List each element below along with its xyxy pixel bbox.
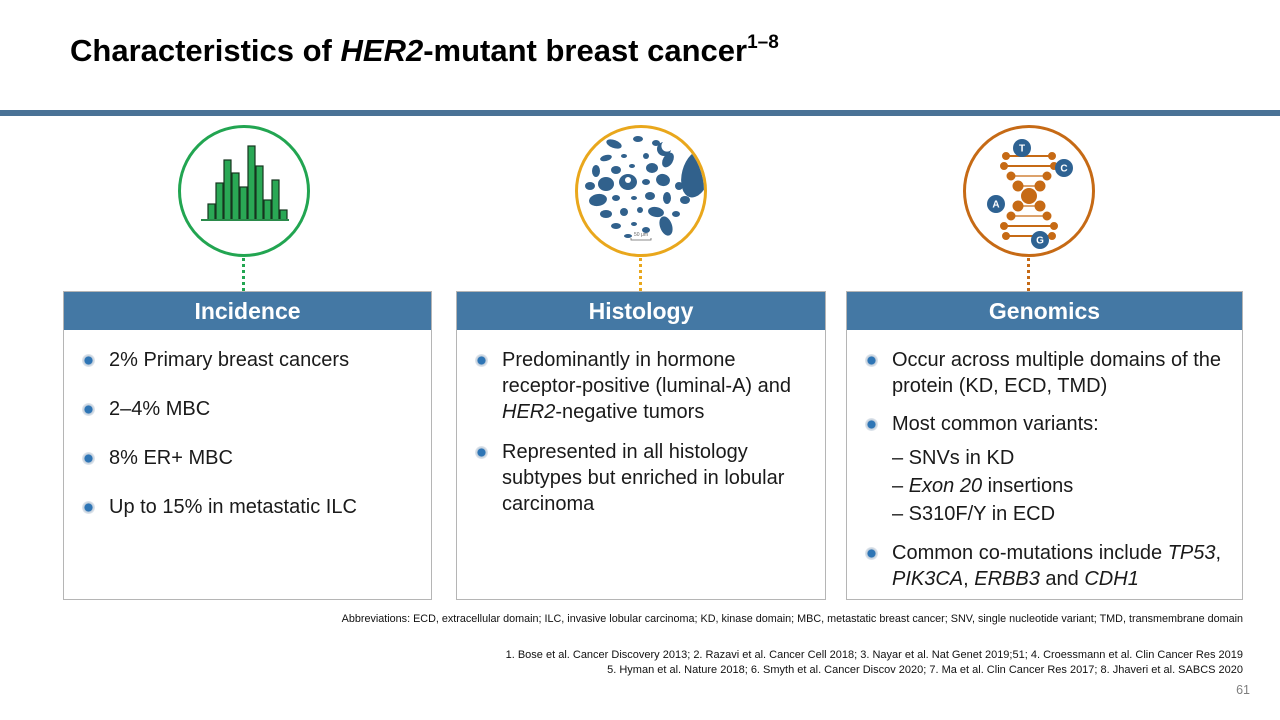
sub-bullet-item: – SNVs in KD <box>892 447 1015 469</box>
bullet-text: Represented in all histology subtypes bu… <box>502 441 785 515</box>
title-reference-superscript: 1–8 <box>747 31 779 53</box>
sub-bullet-item: – Exon 20 insertions <box>892 475 1074 497</box>
nucleotide-letter-a: A <box>992 200 999 211</box>
scale-bar <box>630 238 652 241</box>
incidence-icon-circle <box>178 125 310 257</box>
bullet-text: Up to 15% in metastatic ILC <box>109 496 357 518</box>
bullet-item: Predominantly in hormone receptor-positi… <box>473 347 815 425</box>
dna-icon: T C A G <box>987 139 1073 249</box>
title-text: -mutant breast cancer <box>423 33 748 68</box>
title-text: Characteristics of <box>70 33 341 68</box>
bullet-dot-icon <box>82 501 95 514</box>
genomics-card: Genomics Occur across multiple domains o… <box>846 291 1243 600</box>
bullet-text: 8% ER+ MBC <box>109 447 233 469</box>
sub-bullet-item: – S310F/Y in ECD <box>892 503 1056 525</box>
bullet-item: 8% ER+ MBC <box>80 445 421 471</box>
bullet-item: Most common variants: – SNVs in KD – Exon … <box>863 411 1232 528</box>
references-line-2: 5. Hyman et al. Nature 2018; 6. Smyth et… <box>607 664 1243 676</box>
histology-micrograph-icon: 50 μm <box>585 136 704 241</box>
bullet-text: 2% Primary breast cancers <box>109 349 350 371</box>
bullet-dot-icon <box>865 418 878 431</box>
title-gene-italic: HER2 <box>340 33 424 68</box>
bullet-dot-icon <box>82 403 95 416</box>
page-number: 61 <box>1236 683 1250 697</box>
bullet-dot-icon <box>475 354 488 367</box>
histology-card-header: Histology <box>457 292 825 330</box>
references-line-1: 1. Bose et al. Cancer Discovery 2013; 2.… <box>505 649 1243 661</box>
bullet-dot-icon <box>475 446 488 459</box>
histogram-icon <box>201 145 289 221</box>
abbreviations-footnote: Abbreviations: ECD, extracellular domain… <box>341 613 1243 625</box>
bullet-text: 2–4% MBC <box>109 398 211 420</box>
bullet-item: Occur across multiple domains of the pro… <box>863 347 1232 399</box>
genomics-card-header: Genomics <box>847 292 1242 330</box>
bullet-item: Up to 15% in metastatic ILC <box>80 494 421 520</box>
bullet-dot-icon <box>865 354 878 367</box>
dotted-connector-genomics <box>1027 258 1030 291</box>
bullet-text: Common co-mutations include TP53, PIK3CA… <box>892 542 1222 590</box>
scale-bar-label: 50 μm <box>634 232 648 238</box>
histology-bullet-list: Predominantly in hormone receptor-positi… <box>457 330 825 517</box>
histology-card: Histology Predominantly in hormone recep… <box>456 291 826 600</box>
bullet-item: 2–4% MBC <box>80 396 421 422</box>
bullet-item: Common co-mutations include TP53, PIK3CA… <box>863 540 1232 592</box>
dotted-connector-incidence <box>242 258 245 291</box>
slide-title: Characteristics of HER2-mutant breast ca… <box>70 31 779 69</box>
bullet-dot-icon <box>82 452 95 465</box>
bullet-item: Represented in all histology subtypes bu… <box>473 439 815 517</box>
bullet-item: 2% Primary breast cancers <box>80 347 421 373</box>
references-footnote: 1. Bose et al. Cancer Discovery 2013; 2.… <box>506 648 1243 678</box>
title-divider-rule <box>0 110 1280 116</box>
bullet-text: Most common variants: – SNVs in KD – Exon … <box>892 411 1099 528</box>
nucleotide-letter-g: G <box>1036 236 1044 247</box>
genomics-icon-circle: T C A G <box>963 125 1095 257</box>
bullet-dot-icon <box>865 547 878 560</box>
incidence-card-header: Incidence <box>64 292 431 330</box>
incidence-bullet-list: 2% Primary breast cancers 2–4% MBC 8% ER+ … <box>64 330 431 520</box>
bullet-text: Occur across multiple domains of the pro… <box>892 349 1222 397</box>
bullet-text: Predominantly in hormone receptor-positi… <box>502 349 792 423</box>
incidence-card: Incidence 2% Primary breast cancers 2–4% … <box>63 291 432 600</box>
nucleotide-letter-c: C <box>1060 164 1067 175</box>
bullet-dot-icon <box>82 354 95 367</box>
sub-bullet-list: – SNVs in KD – Exon 20 insertions – S310F/… <box>892 444 1099 528</box>
nucleotide-badges: T C A G <box>987 139 1073 249</box>
genomics-bullet-list: Occur across multiple domains of the pro… <box>847 330 1242 592</box>
dotted-connector-histology <box>639 258 642 291</box>
nucleotide-letter-t: T <box>1019 144 1025 155</box>
histology-icon-circle: 50 μm <box>575 125 707 257</box>
